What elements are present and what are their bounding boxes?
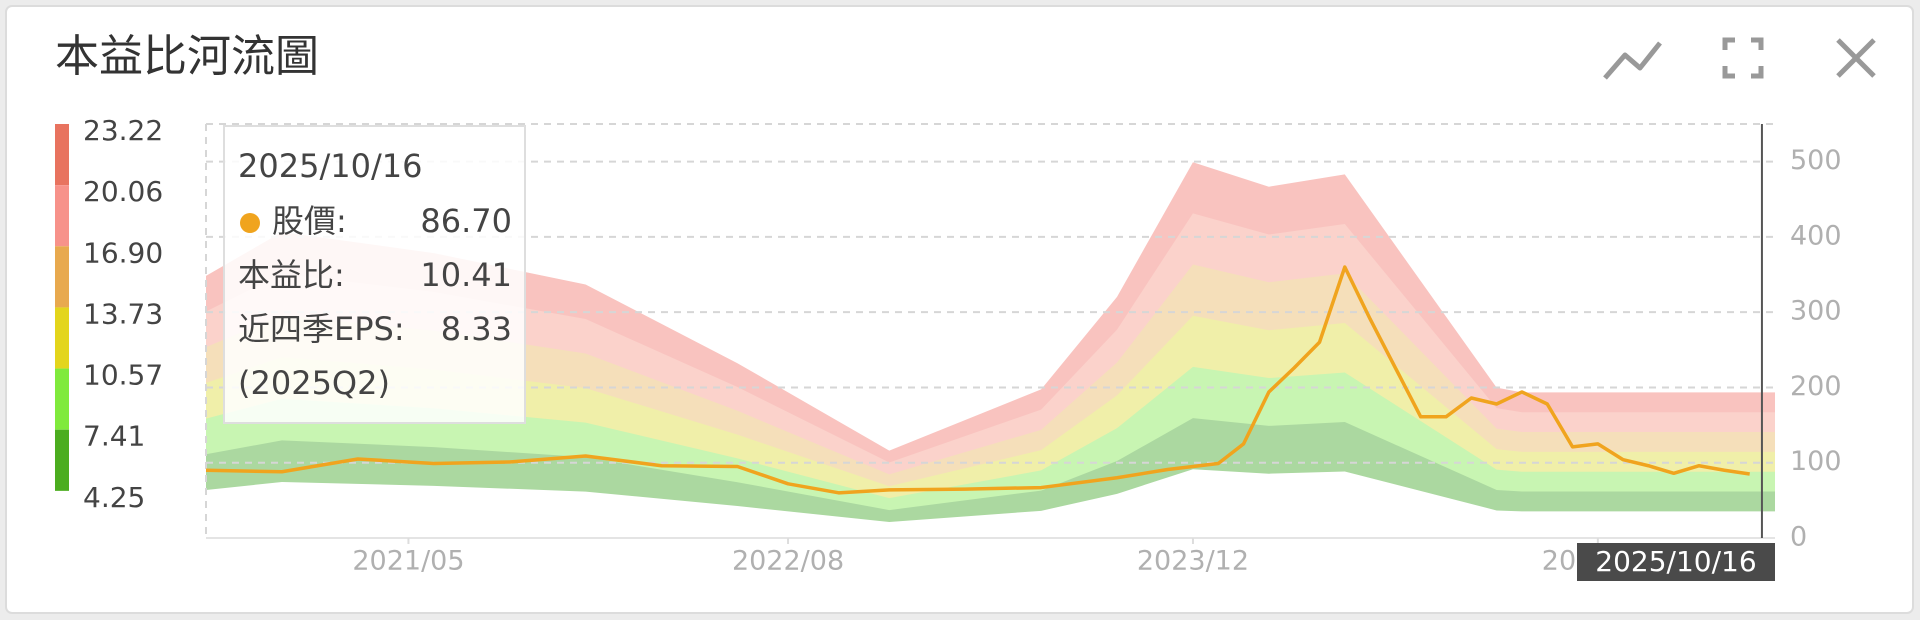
legend-label: 20.06 [83,175,163,208]
legend-swatch [55,185,69,247]
tooltip-price-dot [240,213,260,233]
x-tick-label: 2021/05 [352,546,464,577]
legend-label: 13.73 [83,297,163,330]
crosshair-label: 2025/10/16 [1595,545,1756,578]
close-stroke[interactable] [1836,38,1876,78]
tooltip-label: 股價: [272,202,347,240]
price-line [205,265,1750,495]
chart-title: 本益比河流圖 [55,31,319,82]
y-tick-label: 500 [1790,145,1842,176]
tooltip-value: 10.41 [420,256,512,294]
fullscreen-corner[interactable] [1722,37,1735,50]
legend-swatch [55,124,69,186]
tooltip-value: 8.33 [441,310,512,348]
legend-swatch [55,246,69,308]
close-icon[interactable] [1836,38,1876,78]
y-tick-label: 300 [1790,296,1842,327]
x-tick-label: 2022/08 [732,546,844,577]
legend-swatch [55,368,69,430]
fullscreen-corner[interactable] [1751,66,1764,79]
y-tick-label: 0 [1790,522,1807,553]
tooltip-date: 2025/10/16 [238,147,422,185]
fullscreen-corner[interactable] [1751,37,1764,50]
line-icon-shape[interactable] [1603,41,1662,80]
tooltip-value: 86.70 [420,202,512,240]
legend-label: 10.57 [83,359,163,392]
tooltip-label: 近四季EPS: [238,310,405,348]
legend-swatch [55,307,69,369]
y-tick-label: 100 [1790,446,1842,477]
line-chart-icon[interactable] [1603,41,1662,80]
legend-label: 16.90 [83,236,163,269]
legend-swatch [55,429,69,491]
legend-label: 23.22 [83,114,163,147]
x-tick-label: 2023/12 [1137,546,1249,577]
fullscreen-corner[interactable] [1722,66,1735,79]
tooltip-note: (2025Q2) [238,364,390,402]
tooltip-box [223,125,526,424]
y-tick-label: 200 [1790,371,1842,402]
river-band [206,469,1775,538]
legend-label: 7.41 [83,420,145,453]
y-tick-label: 400 [1790,220,1842,251]
legend-label: 4.25 [83,481,145,514]
crosshair-label-box [1577,543,1775,581]
fullscreen-icon[interactable] [1722,37,1764,79]
tooltip-label: 本益比: [238,256,345,294]
